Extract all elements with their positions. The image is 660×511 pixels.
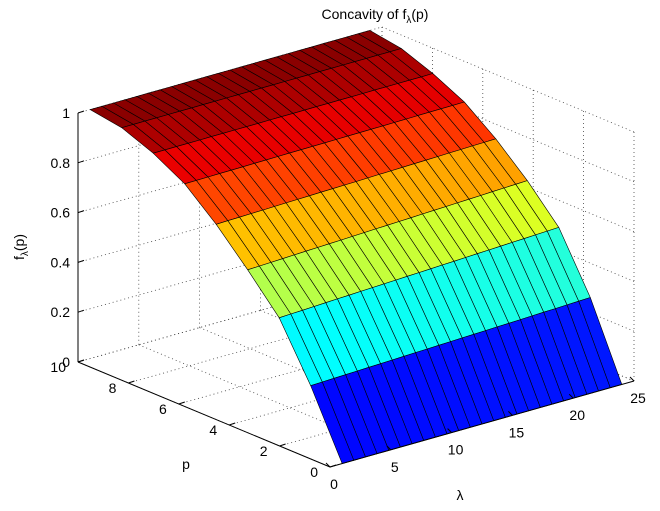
p-tick-mark-2 [229, 422, 236, 426]
grid-floor-y-line-4 [128, 296, 433, 384]
lambda-tick-label-1: 5 [391, 459, 399, 475]
z-tick-label-1: 0.2 [51, 304, 71, 320]
z-tick-label-0: 0 [62, 354, 70, 370]
lambda-tick-label-5: 25 [630, 390, 646, 406]
p-axis-line [77, 361, 331, 468]
z-tick-label-2: 0.4 [51, 254, 71, 270]
p-tick-label-3: 6 [159, 401, 167, 417]
lambda-axis-line [329, 380, 635, 468]
lambda-tick-label-3: 15 [509, 424, 525, 440]
surface-layer [89, 30, 623, 464]
grid-back-wall-l-z-line-4 [381, 76, 635, 183]
p-tick-label-5: 10 [50, 359, 66, 375]
grid-back-wall-p-z-line-2 [77, 176, 383, 263]
z-tick-mark-2 [77, 259, 85, 263]
grid-floor-y-line-3 [178, 317, 483, 405]
z-axis-title-suffix: (p) [11, 234, 27, 251]
p-tick-mark-4 [128, 380, 135, 384]
z-tick-label-5: 1 [62, 105, 70, 121]
z-tick-label-4: 0.8 [51, 155, 71, 171]
grid-back-wall-p-z-line-1 [77, 225, 383, 313]
z-axis-title: fλ(p) [11, 234, 31, 260]
p-axis-title: p [182, 456, 190, 472]
z-tick-mark-5 [77, 110, 85, 114]
z-tick-mark-4 [77, 160, 85, 164]
lambda-tick-mark-0 [325, 462, 331, 468]
lambda-tick-label-0: 0 [330, 476, 338, 492]
z-tick-label-3: 0.6 [51, 205, 71, 221]
chart-title: Concavity of fλ(p) [322, 6, 429, 26]
grid-floor-x-line-1 [138, 344, 391, 451]
p-tick-mark-3 [178, 401, 185, 405]
lambda-tick-label-2: 10 [448, 442, 464, 458]
z-axis-title-subscript: λ [20, 251, 31, 256]
grid-back-wall-p-z-line-4 [77, 76, 383, 164]
p-tick-mark-1 [279, 443, 286, 447]
grid-floor-y-line-2 [229, 338, 534, 426]
grid-back-wall-l-z-line-5 [381, 26, 635, 133]
p-tick-label-0: 0 [310, 464, 318, 480]
lambda-tick-mark-1 [386, 445, 392, 451]
p-tick-mark-5 [77, 359, 85, 363]
lambda-tick-mark-3 [508, 411, 513, 416]
grid-back-wall-p-z-line-3 [77, 126, 383, 213]
chart-title-main: Concavity of f [322, 6, 407, 22]
p-tick-label-2: 4 [209, 422, 217, 438]
lambda-tick-label-4: 20 [569, 407, 585, 423]
p-tick-label-4: 8 [109, 380, 117, 396]
chart-title-subscript: λ [406, 15, 411, 26]
lambda-axis-title: λ [457, 487, 464, 503]
p-tick-label-1: 2 [260, 443, 268, 459]
chart-title-suffix: (p) [411, 6, 428, 22]
lambda-tick-mark-2 [447, 428, 452, 433]
z-axis-title-main: f [11, 256, 27, 260]
grid-floor-y-line-5 [77, 275, 383, 363]
lambda-tick-mark-4 [568, 393, 574, 399]
z-tick-mark-1 [77, 309, 85, 313]
lambda-tick-mark-5 [629, 376, 635, 382]
z-tick-mark-3 [77, 210, 85, 214]
